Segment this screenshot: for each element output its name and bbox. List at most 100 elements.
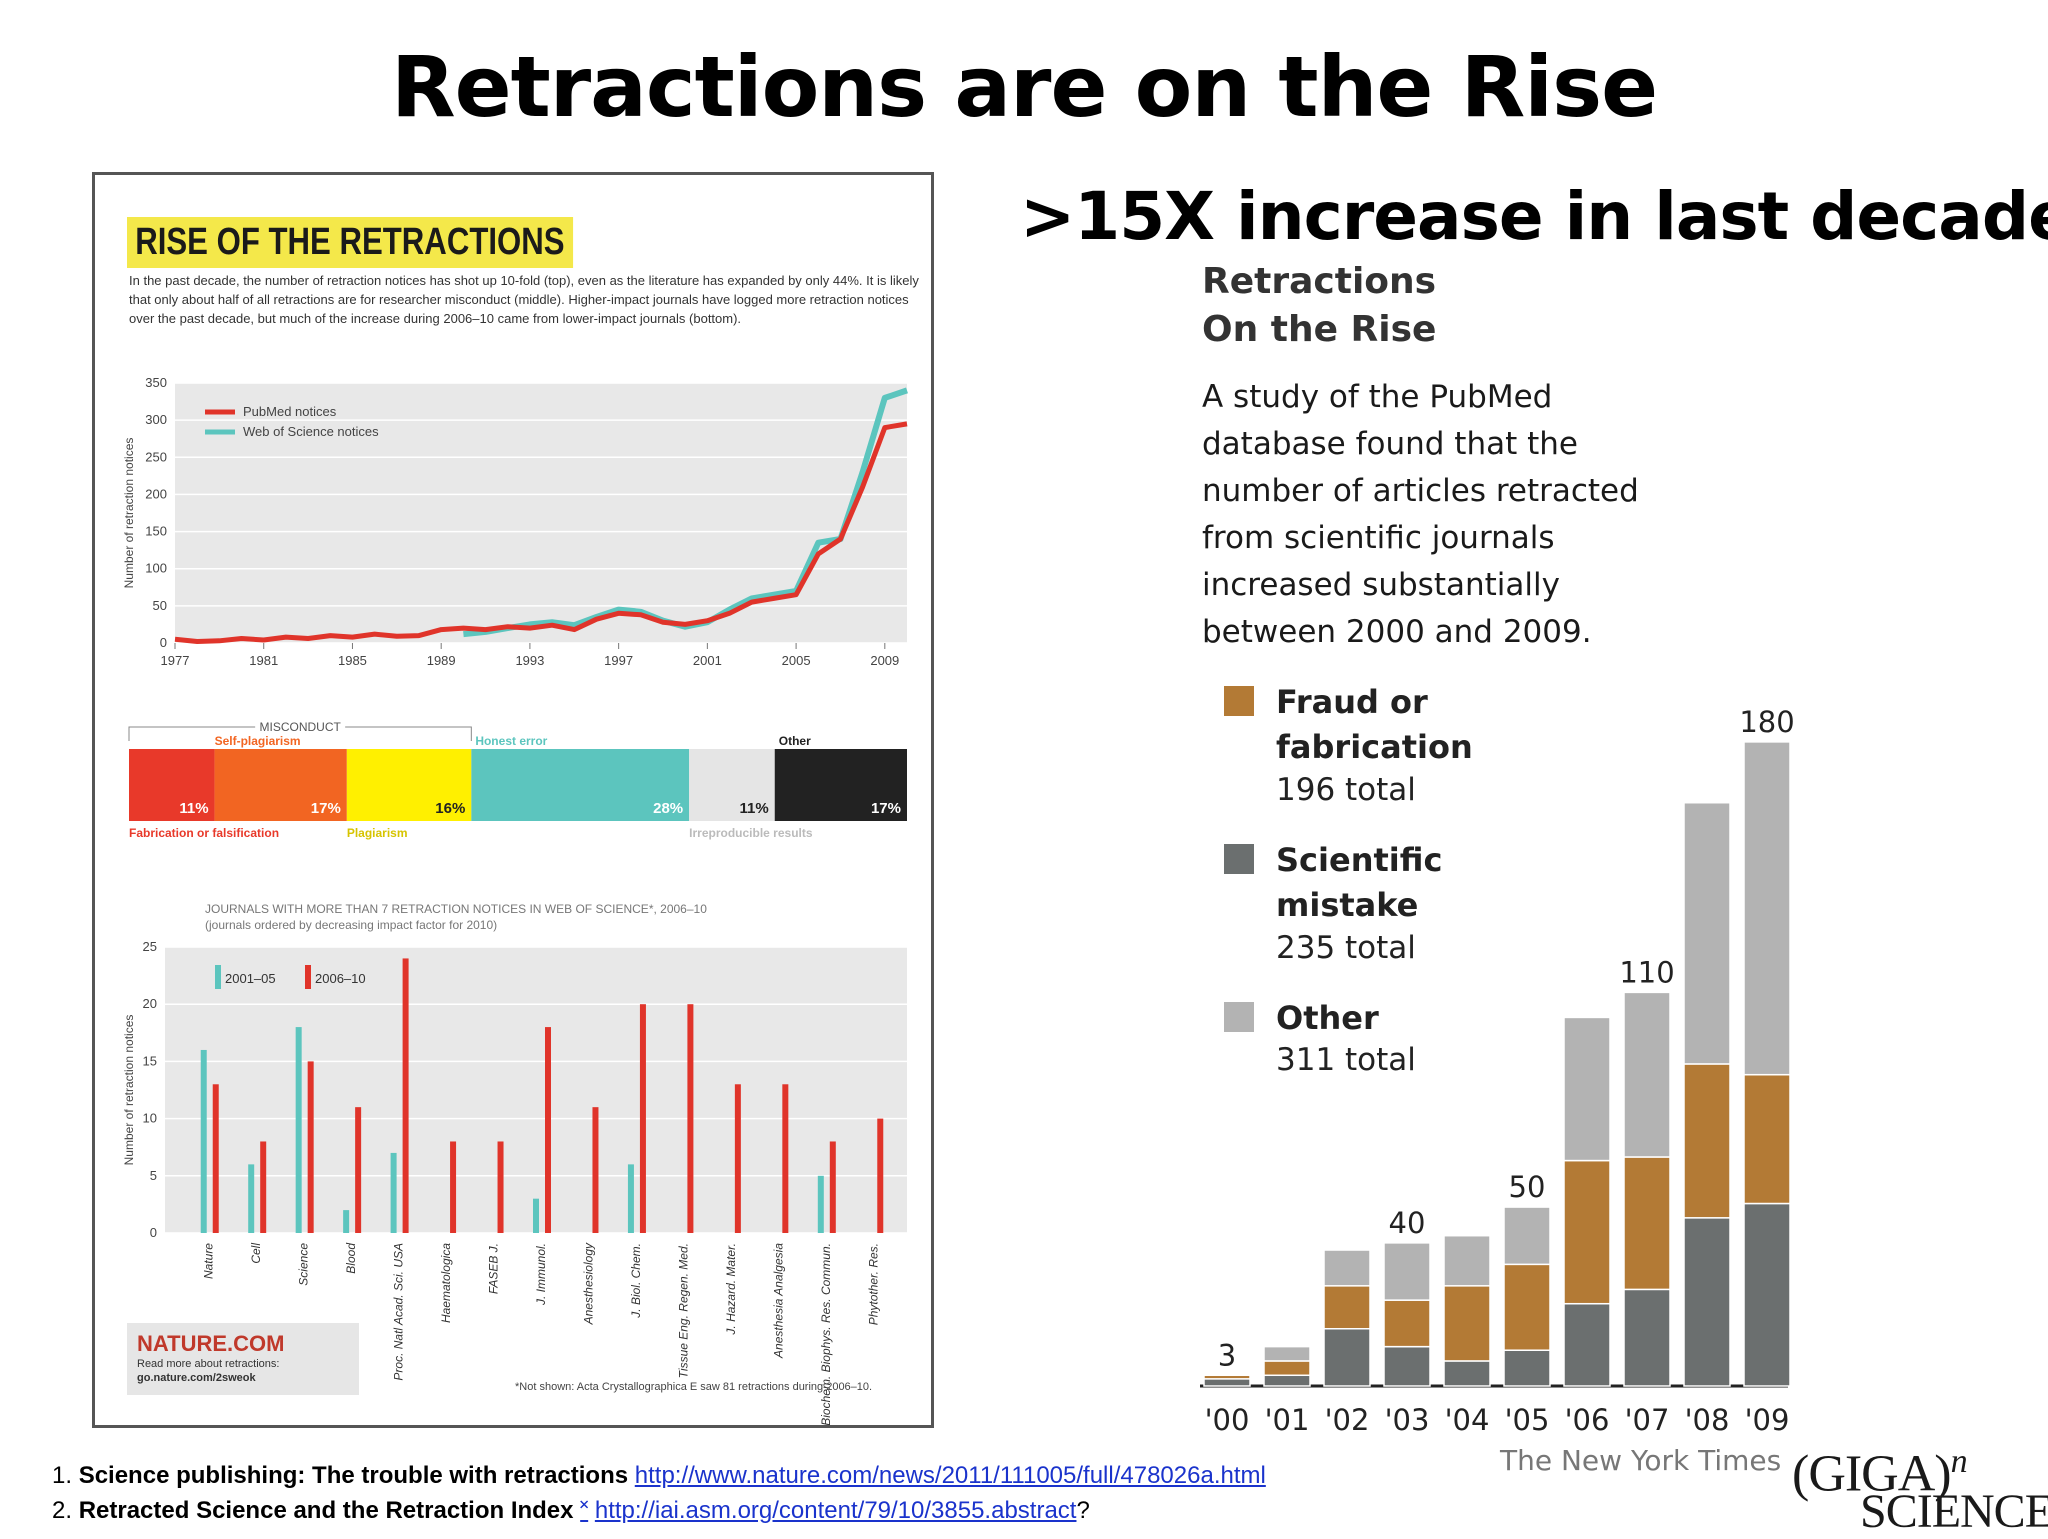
nature-infographic: RISE OF THE RETRACTIONS In the past deca… (92, 172, 934, 1428)
journals-category-label: J. Hazard. Mater. (724, 1243, 738, 1336)
misconduct-category-label: Plagiarism (347, 826, 408, 840)
journals-bar (212, 1084, 219, 1233)
legend-total-mistake: 235 total (1276, 930, 1416, 966)
nyt-bar-segment (1503, 1349, 1551, 1387)
journals-bar (200, 1049, 207, 1233)
journals-bar (782, 1084, 789, 1233)
misconduct-group-label: MISCONDUCT (259, 720, 341, 734)
nyt-bar-segment (1443, 1285, 1491, 1362)
nyt-bar-segment (1443, 1234, 1491, 1287)
reference-2-mark[interactable]: ˟ (580, 1497, 589, 1524)
nyt-category-label: '08 (1685, 1403, 1730, 1437)
journals-category-label: Biochem. Biophys. Res. Commun. (819, 1243, 833, 1425)
giga-line-2: SCIENCE (1860, 1485, 2048, 1538)
reference-2-link[interactable]: http://iai.asm.org/content/79/10/3855.ab… (594, 1497, 1077, 1524)
journals-bar (592, 1107, 599, 1233)
line-chart-ytick-label: 150 (145, 524, 167, 539)
line-chart-ytick-label: 100 (145, 561, 167, 576)
journals-category-label: FASEB J. (487, 1243, 501, 1294)
journals-category-label: J. Immunol. (534, 1243, 548, 1306)
journals-bar (497, 1141, 504, 1233)
journals-category-label: Haematologica (439, 1243, 453, 1323)
journals-bar (533, 1198, 539, 1233)
line-chart-plot-area (175, 383, 907, 643)
journals-ytick-label: 0 (150, 1225, 157, 1240)
journals-legend-label: 2006–10 (315, 971, 366, 986)
nyt-category-label: '00 (1205, 1403, 1250, 1437)
nyt-total-label: 3 (1218, 1338, 1236, 1372)
nyt-bar-segment (1683, 1217, 1731, 1387)
nature-logo-name: NATURE.COM (137, 1331, 285, 1356)
journals-bar (295, 1027, 302, 1233)
line-series-pubmed (174, 421, 908, 644)
journals-chart-subtitle: (journals ordered by decreasing impact f… (205, 918, 497, 932)
misconduct-segment-label: 17% (871, 800, 901, 817)
journals-category-label: Proc. Natl Acad. Sci. USA (392, 1243, 406, 1381)
line-chart-xtick-label: 1977 (161, 653, 190, 668)
nature-logo-text-1: Read more about retractions: (137, 1358, 280, 1370)
journals-bar (829, 1141, 836, 1233)
nyt-bar-segment (1563, 1016, 1611, 1162)
line-chart-ytick-label: 350 (145, 375, 167, 390)
reference-1-title: Science publishing: The trouble with ret… (78, 1462, 629, 1489)
legend-name-fraud: Fraud or fabrication (1276, 683, 1473, 766)
misconduct-category-label: Self-plagiarism (215, 734, 301, 748)
nyt-category-label: '09 (1745, 1403, 1790, 1437)
nyt-bar-segment (1743, 1202, 1791, 1387)
reference-1: 1. Science publishing: The trouble with … (52, 1462, 1266, 1490)
nyt-bar-segment (1683, 801, 1731, 1065)
journals-category-label: J. Biol. Chem. (629, 1243, 643, 1319)
misconduct-segment-1 (214, 749, 347, 821)
nyt-bar-segment (1263, 1360, 1311, 1377)
nyt-bar-segment (1623, 991, 1671, 1158)
nyt-bar-segment (1743, 1073, 1791, 1205)
journals-legend-swatch (305, 965, 311, 989)
nature-logo-link[interactable]: go.nature.com/2sweok (137, 1372, 256, 1384)
journals-bar (390, 1152, 397, 1233)
journals-bar (307, 1061, 314, 1233)
journals-ytick-label: 10 (143, 1111, 157, 1126)
nyt-bar-segment (1383, 1242, 1431, 1301)
journals-bar (734, 1084, 741, 1233)
line-chart-ytick-label: 200 (145, 486, 167, 501)
journals-bar (687, 1004, 694, 1233)
nature-intro: In the past decade, the number of retrac… (129, 273, 919, 326)
misconduct-segment-label: 11% (740, 800, 769, 817)
nyt-total-label: 40 (1389, 1206, 1426, 1240)
nyt-description: A study of the PubMed database found tha… (1202, 379, 1639, 650)
line-chart-xtick-label: 1989 (427, 653, 456, 668)
misconduct-category-label: Other (779, 734, 811, 748)
line-chart-xtick-label: 1985 (338, 653, 367, 668)
line-chart-ytick-label: 0 (160, 635, 167, 650)
misconduct-segment-2 (346, 749, 472, 821)
nature-title: RISE OF THE RETRACTIONS (127, 217, 573, 268)
misconduct-bracket-gap (255, 719, 346, 733)
nyt-category-label: '02 (1325, 1403, 1370, 1437)
reference-2-num: 2. (52, 1497, 79, 1524)
nyt-heading: Retractions On the Rise (1202, 258, 1502, 354)
line-chart-xtick-label: 1997 (604, 653, 633, 668)
journals-bar (402, 958, 409, 1233)
nyt-category-label: '03 (1385, 1403, 1430, 1437)
journals-category-label: Anesthesiology (581, 1242, 595, 1325)
journals-ytick-label: 20 (143, 996, 157, 1011)
misconduct-segment-label: 16% (435, 800, 465, 817)
nyt-total-label: 110 (1619, 955, 1674, 989)
reference-1-num: 1. (52, 1462, 79, 1489)
misconduct-category-label: Irreproducible results (689, 826, 813, 840)
journals-category-label: Nature (202, 1243, 216, 1279)
nyt-bar-segment (1503, 1263, 1551, 1351)
misconduct-segment-label: 28% (653, 800, 683, 817)
reference-1-link[interactable]: http://www.nature.com/news/2011/111005/f… (634, 1462, 1266, 1489)
misconduct-segment-label: 11% (179, 800, 208, 817)
nyt-category-label: '01 (1265, 1403, 1310, 1437)
journals-plot-area (165, 947, 907, 1233)
line-chart-xtick-label: 1993 (515, 653, 544, 668)
nyt-bar-segment (1443, 1360, 1491, 1387)
nature-logo[interactable]: NATURE.COM Read more about retractions: … (127, 1323, 359, 1395)
line-chart-xtick-label: 2001 (693, 653, 722, 668)
nyt-bar-segment (1563, 1159, 1611, 1305)
giga-sup: n (1950, 1443, 1968, 1480)
line-chart-xtick-label: 2009 (870, 653, 899, 668)
misconduct-category-label: Fabrication or falsification (129, 826, 279, 840)
